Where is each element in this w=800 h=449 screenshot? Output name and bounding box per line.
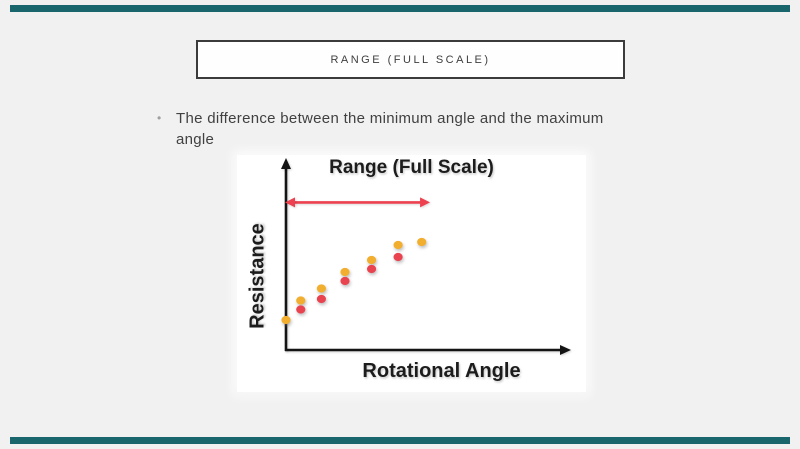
upper-yellow-dot [340, 267, 350, 277]
chart-plot-svg [281, 158, 571, 355]
chart-title: Range (Full Scale) [329, 157, 494, 178]
upper-yellow-dot [316, 284, 326, 293]
top-accent-bar [10, 5, 790, 12]
y-axis-arrowhead-icon [281, 158, 291, 169]
bullet-marker: • [157, 111, 162, 125]
range-arrowhead-right-icon [420, 197, 431, 208]
bullet-text: The difference between the minimum angle… [176, 110, 604, 148]
upper-yellow-dot [366, 255, 377, 265]
lower-red-dot [340, 276, 350, 286]
slide-title: RANGE (FULL SCALE) [330, 53, 491, 66]
upper-yellow-dot [281, 315, 291, 325]
upper-yellow-dot [417, 237, 427, 247]
lower-red-dot [393, 252, 403, 262]
lower-red-dot [366, 264, 377, 274]
bottom-accent-bar [10, 437, 790, 444]
x-axis-arrowhead-icon [560, 345, 571, 355]
lower-red-dot [316, 294, 326, 304]
lower-red-dot [296, 305, 306, 314]
range-arrowhead-left-icon [285, 197, 295, 208]
chart-figure: Range (Full Scale) Resistance Rotational… [237, 155, 586, 392]
bullet-item: • The difference between the minimum ang… [157, 108, 631, 150]
upper-yellow-dot [296, 296, 306, 305]
upper-yellow-dot [393, 240, 403, 250]
chart-x-axis-label: Rotational Angle [362, 360, 521, 382]
slide-title-box: RANGE (FULL SCALE) [196, 40, 625, 79]
